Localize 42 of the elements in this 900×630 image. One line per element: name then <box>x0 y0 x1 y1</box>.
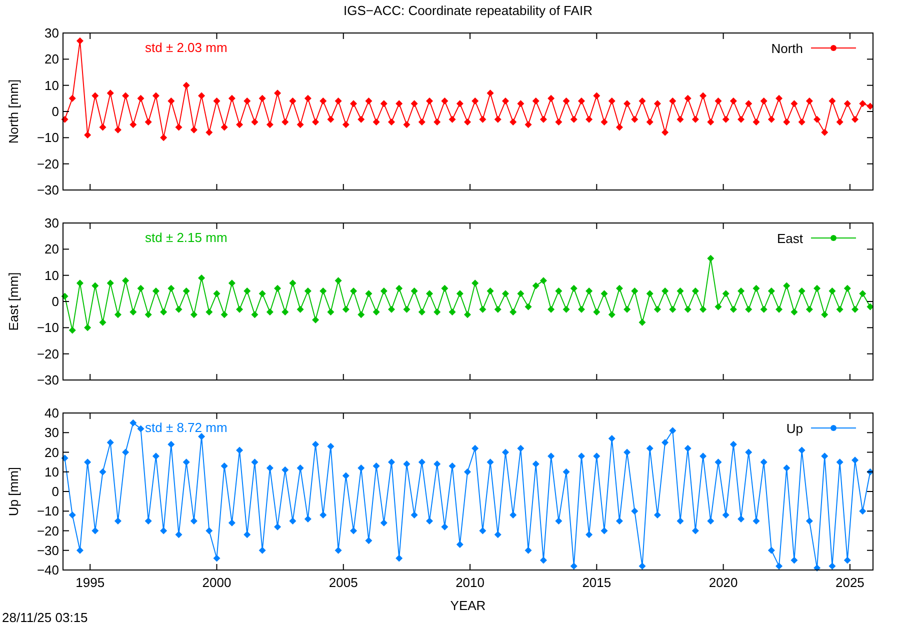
y-tick-label: −10 <box>36 130 59 146</box>
x-tick-label: 2015 <box>582 575 612 590</box>
y-tick-label: 30 <box>44 216 59 230</box>
y-tick-label: −20 <box>36 346 59 362</box>
y-tick-label: 40 <box>44 406 59 420</box>
legend-label: East <box>776 231 804 246</box>
y-tick-label: −10 <box>36 504 59 519</box>
text: 28/11/25 03:15 <box>2 610 88 625</box>
x-tick-label: 2000 <box>202 575 232 590</box>
y-tick-label: 0 <box>52 104 59 119</box>
y-axis-title: Up [mm] <box>6 466 21 516</box>
annotation: std ± 2.15 mm <box>145 230 228 245</box>
y-tick-label: 20 <box>44 242 59 257</box>
annotation: std ± 2.03 mm <box>145 40 228 55</box>
y-tick-label: 20 <box>44 444 59 460</box>
x-tick-label: 2005 <box>328 575 358 590</box>
y-tick-label: 10 <box>44 464 59 480</box>
y-axis-title: North [mm] <box>6 79 21 144</box>
legend-label: Up <box>786 421 803 436</box>
x-tick-label: 2010 <box>456 575 484 590</box>
y-tick-label: 10 <box>44 268 59 283</box>
y-tick-label: −30 <box>36 182 59 198</box>
y-tick-label: 30 <box>44 26 59 40</box>
legend-label: North <box>771 41 803 56</box>
y-tick-label: 30 <box>44 425 59 440</box>
y-tick-label: 10 <box>44 78 59 93</box>
y-tick-label: −10 <box>36 320 59 336</box>
y-tick-label: 0 <box>52 294 59 309</box>
chart-title: IGS−ACC: Coordinate repeatability of FAIR <box>344 3 592 18</box>
y-tick-label: −30 <box>36 542 59 558</box>
y-tick-label: 0 <box>52 484 59 499</box>
y-tick-label: 20 <box>44 52 59 67</box>
y-tick-label: −30 <box>36 372 59 388</box>
y-tick-label: −40 <box>36 562 59 578</box>
y-tick-label: −20 <box>36 523 59 538</box>
x-axis-title: YEAR <box>450 598 486 613</box>
x-tick-label: 2025 <box>835 575 864 590</box>
y-axis-title: East [mm] <box>6 272 21 331</box>
y-tick-label: −20 <box>36 156 59 172</box>
annotation: std ± 8.72 mm <box>145 420 228 435</box>
x-tick-label: 2020 <box>708 575 738 590</box>
x-tick-label: 1995 <box>76 575 105 590</box>
